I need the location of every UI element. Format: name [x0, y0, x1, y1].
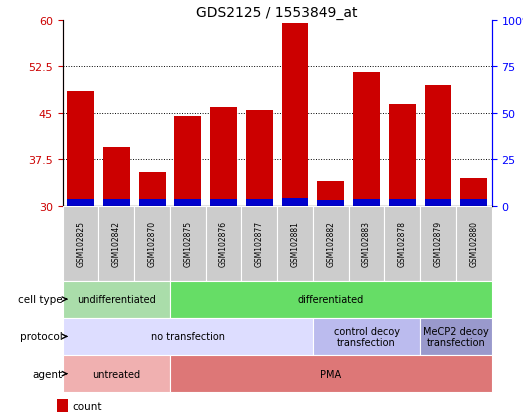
Text: GSM102880: GSM102880	[469, 221, 478, 267]
Bar	[282, 24, 309, 206]
Bar	[353, 199, 380, 206]
Bar	[246, 200, 272, 206]
Text: control decoy
transfection: control decoy transfection	[334, 326, 400, 347]
Bar	[456, 206, 492, 281]
Text: GSM102877: GSM102877	[255, 221, 264, 267]
Text: PMA: PMA	[320, 369, 342, 379]
Bar	[175, 116, 201, 206]
Bar	[206, 206, 242, 281]
Text: untreated: untreated	[92, 369, 141, 379]
Bar	[210, 200, 237, 206]
Text: GSM102883: GSM102883	[362, 221, 371, 267]
Text: protocol: protocol	[20, 332, 63, 342]
Bar	[277, 206, 313, 281]
Bar	[317, 201, 344, 206]
Bar	[170, 281, 492, 318]
Text: no transfection: no transfection	[151, 332, 225, 342]
Bar	[389, 104, 416, 206]
Bar	[246, 111, 272, 206]
Text: differentiated: differentiated	[298, 294, 364, 304]
Bar	[420, 318, 492, 355]
Text: GSM102870: GSM102870	[147, 221, 156, 267]
Text: count: count	[73, 401, 102, 411]
Bar	[57, 399, 68, 412]
Bar	[313, 206, 349, 281]
Bar	[420, 206, 456, 281]
Text: GSM102879: GSM102879	[434, 221, 442, 267]
Bar	[63, 281, 170, 318]
Bar	[170, 355, 492, 392]
Text: agent: agent	[32, 369, 63, 379]
Bar	[139, 200, 165, 206]
Text: GSM102825: GSM102825	[76, 221, 85, 267]
Bar	[63, 318, 313, 355]
Bar	[67, 199, 94, 206]
Bar	[313, 318, 420, 355]
Bar	[134, 206, 170, 281]
Bar	[460, 200, 487, 206]
Bar	[282, 198, 309, 206]
Bar	[389, 200, 416, 206]
Bar	[353, 73, 380, 206]
Bar	[170, 206, 206, 281]
Bar	[384, 206, 420, 281]
Bar	[460, 178, 487, 206]
Bar	[425, 86, 451, 206]
Bar	[103, 148, 130, 206]
Title: GDS2125 / 1553849_at: GDS2125 / 1553849_at	[197, 6, 358, 20]
Bar	[210, 107, 237, 206]
Bar	[67, 92, 94, 206]
Text: MeCP2 decoy
transfection: MeCP2 decoy transfection	[423, 326, 489, 347]
Bar	[63, 355, 170, 392]
Bar	[98, 206, 134, 281]
Text: GSM102882: GSM102882	[326, 221, 335, 266]
Bar	[63, 206, 98, 281]
Bar	[425, 200, 451, 206]
Bar	[139, 173, 165, 206]
Bar	[175, 199, 201, 206]
Bar	[103, 200, 130, 206]
Bar	[317, 182, 344, 206]
Text: undifferentiated: undifferentiated	[77, 294, 156, 304]
Text: GSM102875: GSM102875	[184, 221, 192, 267]
Bar	[242, 206, 277, 281]
Text: GSM102842: GSM102842	[112, 221, 121, 267]
Text: cell type: cell type	[18, 294, 63, 304]
Text: GSM102878: GSM102878	[398, 221, 407, 267]
Bar	[349, 206, 384, 281]
Text: GSM102876: GSM102876	[219, 221, 228, 267]
Text: GSM102881: GSM102881	[291, 221, 300, 266]
